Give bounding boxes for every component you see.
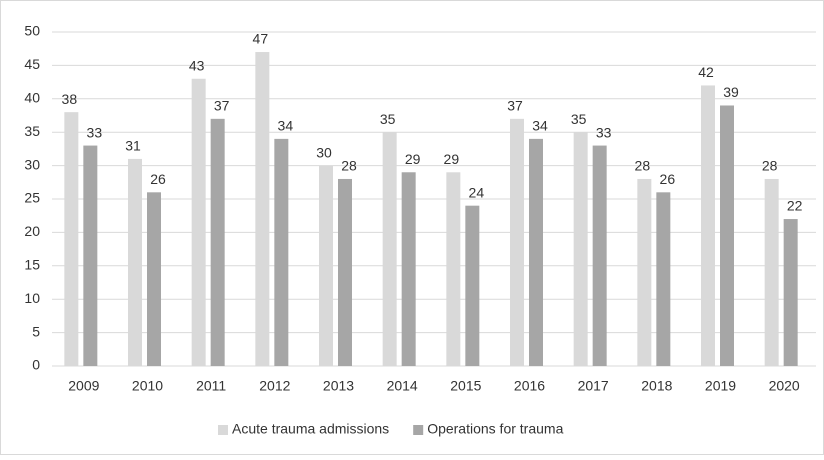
y-tick-label: 25 bbox=[24, 190, 40, 206]
x-tick-label: 2014 bbox=[387, 378, 418, 394]
x-tick-label: 2009 bbox=[68, 378, 99, 394]
x-tick-label: 2016 bbox=[514, 378, 545, 394]
y-tick-label: 35 bbox=[24, 123, 40, 139]
data-label: 26 bbox=[150, 171, 166, 187]
bar bbox=[701, 85, 715, 366]
y-tick-label: 0 bbox=[32, 357, 40, 373]
y-tick-label: 45 bbox=[24, 56, 40, 72]
bar bbox=[465, 205, 480, 366]
data-label: 24 bbox=[469, 184, 485, 200]
data-label: 22 bbox=[787, 198, 803, 214]
bar bbox=[592, 145, 607, 366]
data-label: 37 bbox=[507, 98, 523, 114]
data-label: 28 bbox=[635, 158, 651, 174]
data-label: 34 bbox=[532, 118, 548, 134]
x-tick-label: 2010 bbox=[132, 378, 163, 394]
bar bbox=[573, 132, 588, 366]
data-label: 29 bbox=[405, 151, 421, 167]
x-tick-label: 2012 bbox=[259, 378, 290, 394]
bar bbox=[783, 219, 798, 366]
x-tick-label: 2020 bbox=[769, 378, 800, 394]
y-tick-label: 20 bbox=[24, 223, 40, 239]
bar bbox=[319, 165, 333, 366]
bar bbox=[446, 172, 461, 366]
data-label: 39 bbox=[723, 84, 739, 100]
data-label: 38 bbox=[62, 91, 78, 107]
bar bbox=[529, 138, 543, 366]
bar bbox=[720, 105, 734, 366]
legend-swatch bbox=[413, 425, 424, 435]
data-label: 28 bbox=[762, 158, 778, 174]
x-tick-label: 2011 bbox=[196, 378, 226, 394]
y-tick-label: 10 bbox=[24, 290, 40, 306]
x-tick-label: 2013 bbox=[323, 378, 354, 394]
data-label: 28 bbox=[341, 158, 357, 174]
data-label: 26 bbox=[660, 171, 676, 187]
data-label: 37 bbox=[214, 98, 230, 114]
bar bbox=[656, 192, 671, 366]
x-tick-label: 2018 bbox=[641, 378, 672, 394]
bar bbox=[510, 118, 524, 366]
bar bbox=[338, 178, 352, 366]
bar bbox=[255, 52, 270, 366]
data-label: 29 bbox=[444, 151, 460, 167]
y-tick-label: 15 bbox=[24, 257, 40, 273]
data-label: 34 bbox=[278, 118, 294, 134]
y-tick-label: 30 bbox=[24, 156, 40, 172]
x-tick-label: 2015 bbox=[450, 378, 481, 394]
bar bbox=[764, 178, 779, 366]
data-label: 33 bbox=[87, 124, 103, 140]
bar bbox=[191, 78, 206, 366]
legend-label: Operations for trauma bbox=[427, 421, 563, 437]
bar bbox=[147, 192, 161, 366]
x-tick-label: 2019 bbox=[705, 378, 736, 394]
legend-swatch bbox=[218, 425, 228, 435]
data-label: 31 bbox=[125, 138, 141, 154]
x-tick-label: 2017 bbox=[578, 378, 609, 394]
data-label: 43 bbox=[189, 57, 205, 73]
bar bbox=[382, 132, 397, 366]
y-tick-label: 40 bbox=[24, 90, 40, 106]
y-tick-label: 5 bbox=[32, 323, 40, 339]
bar bbox=[637, 178, 652, 366]
bar bbox=[128, 158, 142, 366]
bar bbox=[83, 145, 98, 366]
data-label: 42 bbox=[698, 64, 714, 80]
data-label: 30 bbox=[316, 144, 332, 160]
bar bbox=[401, 172, 416, 366]
bar bbox=[64, 112, 79, 366]
data-label: 35 bbox=[571, 111, 587, 127]
legend-label: Acute trauma admissions bbox=[232, 421, 389, 437]
data-label: 33 bbox=[596, 124, 612, 140]
y-tick-label: 50 bbox=[24, 23, 40, 39]
data-label: 35 bbox=[380, 111, 396, 127]
bar bbox=[210, 118, 225, 366]
data-label: 47 bbox=[253, 31, 269, 47]
bar bbox=[274, 138, 289, 366]
